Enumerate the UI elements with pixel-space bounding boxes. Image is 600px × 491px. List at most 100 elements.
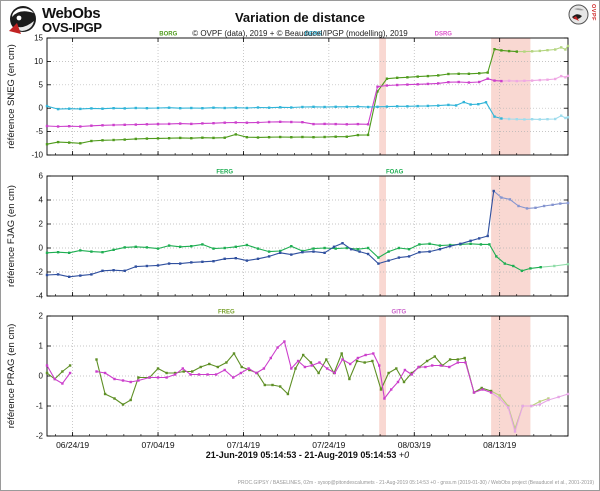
data-marker xyxy=(469,103,472,106)
data-marker xyxy=(216,365,219,369)
data-marker xyxy=(232,376,235,379)
data-marker xyxy=(303,365,307,369)
data-marker xyxy=(464,361,467,364)
time-range-suffix: +0 xyxy=(398,450,410,460)
data-marker xyxy=(68,251,71,254)
data-marker xyxy=(45,364,49,367)
data-marker xyxy=(376,90,379,93)
data-marker xyxy=(459,242,462,245)
data-marker xyxy=(385,105,389,108)
data-marker xyxy=(523,50,526,53)
data-marker xyxy=(515,118,518,121)
data-marker xyxy=(469,239,472,242)
data-marker xyxy=(438,244,442,247)
station-label: GITG xyxy=(392,310,407,316)
data-marker xyxy=(323,122,326,126)
data-marker xyxy=(247,367,250,370)
data-marker xyxy=(45,104,49,108)
title-block: Variation de distance © OVPF (data), 201… xyxy=(91,10,509,38)
webobs-logo-line1: WebObs xyxy=(42,4,101,22)
data-marker xyxy=(137,379,140,382)
data-marker xyxy=(418,251,421,254)
data-marker xyxy=(538,118,541,121)
data-marker xyxy=(486,71,489,74)
data-marker xyxy=(507,49,511,53)
data-marker xyxy=(547,398,550,402)
data-marker xyxy=(462,100,465,104)
data-marker xyxy=(156,247,160,250)
data-marker xyxy=(356,356,360,360)
data-marker xyxy=(325,358,328,361)
data-marker xyxy=(245,136,249,139)
data-marker xyxy=(263,383,266,387)
data-marker xyxy=(416,83,419,86)
data-marker xyxy=(113,397,116,400)
data-marker xyxy=(349,248,353,251)
data-marker xyxy=(523,118,526,121)
data-marker xyxy=(403,368,407,372)
data-marker xyxy=(112,123,115,127)
data-marker xyxy=(245,259,249,262)
data-marker xyxy=(406,105,409,108)
series-line xyxy=(46,78,502,128)
data-marker xyxy=(301,105,304,109)
y-tick-label: -2 xyxy=(36,432,44,441)
data-marker xyxy=(156,376,160,379)
data-marker xyxy=(426,82,430,86)
data-marker xyxy=(538,403,541,406)
page-title: Variation de distance xyxy=(234,10,366,25)
data-marker xyxy=(90,107,93,110)
data-marker xyxy=(199,365,202,369)
data-marker xyxy=(190,245,193,248)
y-tick-label: -4 xyxy=(36,292,44,301)
data-marker xyxy=(113,377,116,381)
data-marker xyxy=(366,246,370,250)
data-marker xyxy=(560,46,563,49)
data-marker xyxy=(377,256,380,259)
data-marker xyxy=(546,118,549,121)
data-marker xyxy=(355,359,359,363)
series-line xyxy=(46,190,495,278)
data-marker xyxy=(310,364,313,367)
ovpf-logo: OVPF xyxy=(568,4,596,25)
data-marker xyxy=(201,243,204,246)
series-FERG xyxy=(45,242,570,272)
data-marker xyxy=(530,50,534,53)
data-marker xyxy=(248,368,251,372)
y-tick-label: -5 xyxy=(36,127,44,136)
data-marker xyxy=(290,136,293,139)
copyright-subtitle: © OVPF (data), 2019 + © Beauducel/IPGP (… xyxy=(192,29,408,38)
data-marker xyxy=(267,255,271,258)
data-marker xyxy=(225,361,228,364)
data-marker xyxy=(103,371,107,375)
data-marker xyxy=(495,255,498,258)
data-marker xyxy=(267,136,271,139)
data-marker xyxy=(520,269,524,272)
data-marker xyxy=(493,79,496,82)
data-marker xyxy=(500,79,503,83)
data-marker xyxy=(290,245,293,248)
series-DERG xyxy=(45,100,570,121)
data-marker xyxy=(554,77,557,81)
data-marker xyxy=(101,124,104,127)
data-marker xyxy=(525,207,529,210)
webobs-logo-line2: OVS-IPGP xyxy=(42,20,102,36)
data-marker xyxy=(123,138,126,141)
station-label: DERG xyxy=(305,32,323,38)
y-tick-label: 0 xyxy=(39,244,44,253)
data-marker xyxy=(286,392,290,396)
data-marker xyxy=(134,245,137,248)
x-tick-label: 08/03/19 xyxy=(398,440,431,450)
y-tick-label: -2 xyxy=(36,268,44,277)
data-marker xyxy=(534,206,537,209)
data-marker xyxy=(385,84,389,87)
series-BORG xyxy=(45,44,570,146)
data-marker xyxy=(223,257,226,260)
data-marker xyxy=(79,249,82,252)
data-marker xyxy=(267,250,271,253)
ovpf-logo-text: OVPF xyxy=(590,4,596,21)
data-marker xyxy=(276,346,279,349)
data-marker xyxy=(559,202,562,205)
data-marker xyxy=(267,106,271,109)
